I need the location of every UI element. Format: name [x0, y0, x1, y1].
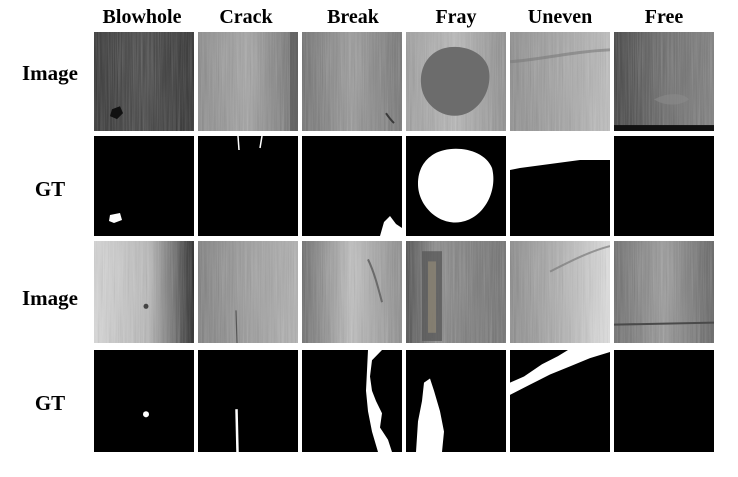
gt-mask-uneven-1: [510, 136, 610, 236]
image-break-2: [302, 241, 402, 343]
image-break-1: [302, 32, 402, 131]
column-header-crack: Crack: [219, 6, 273, 28]
row-label-gt-2: GT: [34, 391, 66, 415]
image-uneven-2: [510, 241, 610, 343]
row-label-image-1: Image: [22, 61, 78, 85]
image-free-2: [614, 241, 714, 343]
gt-mask-free-2: [614, 350, 714, 452]
gt-mask-blowhole-1: [94, 136, 194, 236]
column-header-uneven: Uneven: [527, 6, 593, 28]
gt-mask-break-1: [302, 136, 402, 236]
image-fray-1: [406, 32, 506, 131]
image-free-1: [614, 32, 714, 131]
gt-mask-break-2: [302, 350, 402, 452]
image-fray-2: [406, 241, 506, 343]
gt-mask-blowhole-2: [94, 350, 194, 452]
row-label-gt-1: GT: [34, 177, 66, 201]
image-crack-1: [198, 32, 298, 131]
column-header-blowhole: Blowhole: [102, 6, 182, 28]
gt-mask-free-1: [614, 136, 714, 236]
image-blowhole-2: [94, 241, 194, 343]
image-uneven-1: [510, 32, 610, 131]
image-blowhole-1: [94, 32, 194, 131]
column-header-fray: Fray: [435, 6, 477, 28]
gt-mask-fray-1: [406, 136, 506, 236]
column-header-free: Free: [644, 6, 684, 28]
gt-mask-fray-2: [406, 350, 506, 452]
column-header-break: Break: [327, 6, 379, 28]
gt-mask-uneven-2: [510, 350, 610, 452]
gt-mask-crack-1: [198, 136, 298, 236]
gt-mask-crack-2: [198, 350, 298, 452]
row-label-image-2: Image: [22, 286, 78, 310]
image-crack-2: [198, 241, 298, 343]
